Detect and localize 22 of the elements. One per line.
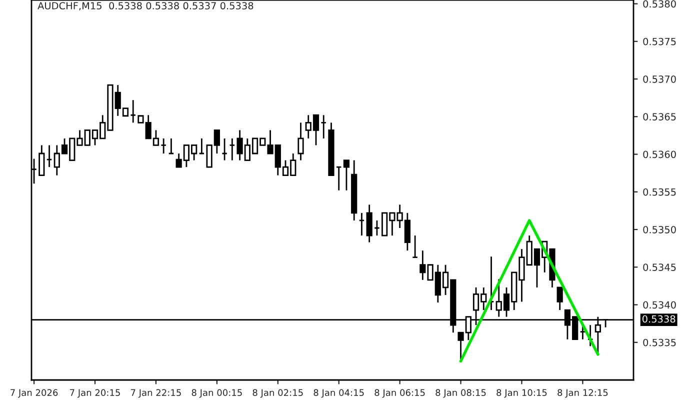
y-tick-label: 0.5345 — [643, 264, 676, 271]
y-tick-label: 0.5335 — [643, 338, 676, 346]
y-tick-label: 0.5365 — [643, 113, 676, 120]
x-tick-label: 8 Jan 02:15 — [252, 389, 303, 398]
x-tick-label: 8 Jan 08:15 — [436, 389, 486, 398]
x-tick-label: 7 Jan 2026 — [10, 389, 58, 398]
y-tick-label: 0.5370 — [643, 75, 676, 83]
y-tick-label: 0.5375 — [643, 38, 676, 46]
x-tick-label: 7 Jan 20:15 — [70, 389, 120, 398]
x-tick-label: 8 Jan 00:15 — [192, 389, 242, 398]
x-tick-label: 8 Jan 04:15 — [314, 389, 364, 398]
x-tick-label: 8 Jan 12:15 — [558, 389, 608, 398]
y-tick-label: 0.5350 — [643, 226, 676, 234]
x-tick-label: 8 Jan 10:15 — [496, 389, 547, 398]
chart-title: AUDCHF,M15 0.5338 0.5338 0.5337 0.5338 — [38, 2, 254, 10]
y-tick-label: 0.5380 — [643, 0, 676, 8]
ref-line-label: 0.5338 — [642, 315, 676, 323]
y-tick-label: 0.5340 — [643, 301, 676, 309]
y-tick-label: 0.5360 — [643, 150, 676, 158]
x-tick-label: 8 Jan 06:15 — [374, 389, 425, 398]
x-tick-label: 7 Jan 22:15 — [130, 389, 181, 398]
y-tick-label: 0.5355 — [643, 188, 676, 196]
